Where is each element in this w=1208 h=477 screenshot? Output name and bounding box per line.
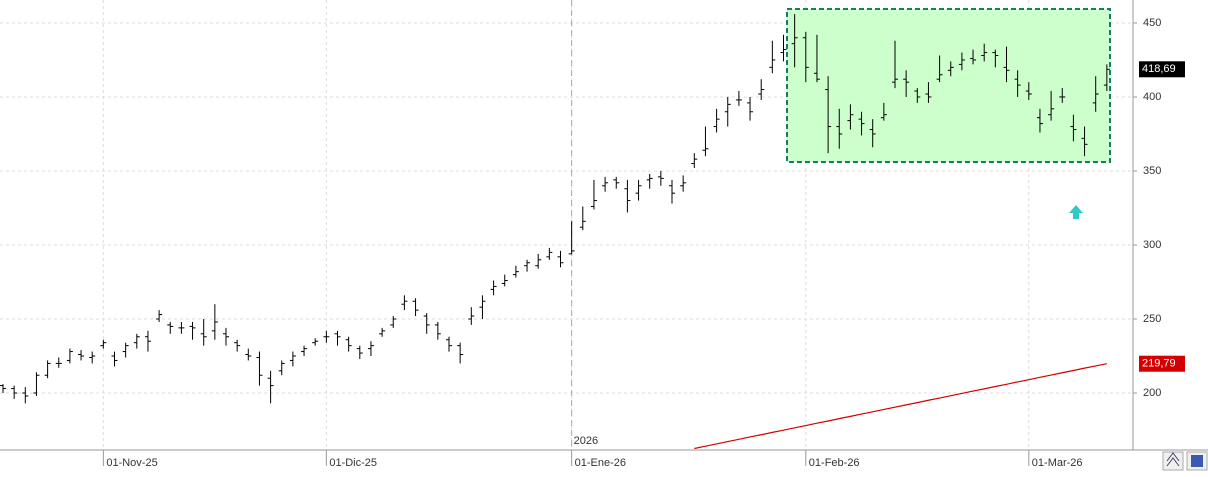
last-value-label: 219,79 xyxy=(1142,358,1176,370)
x-tick-label: 01-Mar-26 xyxy=(1032,457,1083,469)
scroll-button[interactable] xyxy=(1162,451,1184,471)
last-value-label: 418,69 xyxy=(1142,63,1176,75)
y-tick-label: 250 xyxy=(1143,313,1161,325)
save-icon xyxy=(1191,455,1203,467)
arrow-icon xyxy=(1069,205,1083,219)
y-tick-label: 350 xyxy=(1143,165,1161,177)
grid xyxy=(0,0,1133,450)
last-value-box xyxy=(1139,61,1185,78)
x-tick-label: 01-Nov-25 xyxy=(106,457,157,469)
x-tick-label: 01-Feb-26 xyxy=(809,457,860,469)
scroll-icon xyxy=(1166,452,1180,467)
highlight-box xyxy=(786,8,1111,163)
y-tick-label: 450 xyxy=(1143,17,1161,29)
y-tick-label: 200 xyxy=(1143,387,1161,399)
annotation: 2026 xyxy=(574,435,598,447)
x-tick-label: 01-Dic-25 xyxy=(329,457,377,469)
x-tick-label: 01-Ene-26 xyxy=(575,457,626,469)
y-tick-label: 400 xyxy=(1143,91,1161,103)
y-tick-label: 300 xyxy=(1143,239,1161,251)
moving-average-line xyxy=(694,363,1107,450)
plot-area xyxy=(0,14,1110,450)
last-value-box xyxy=(1139,355,1185,372)
axes: 200 250 300 350 400 450 01-Nov-25 01-Dic-25 01-E… xyxy=(102,17,1185,469)
